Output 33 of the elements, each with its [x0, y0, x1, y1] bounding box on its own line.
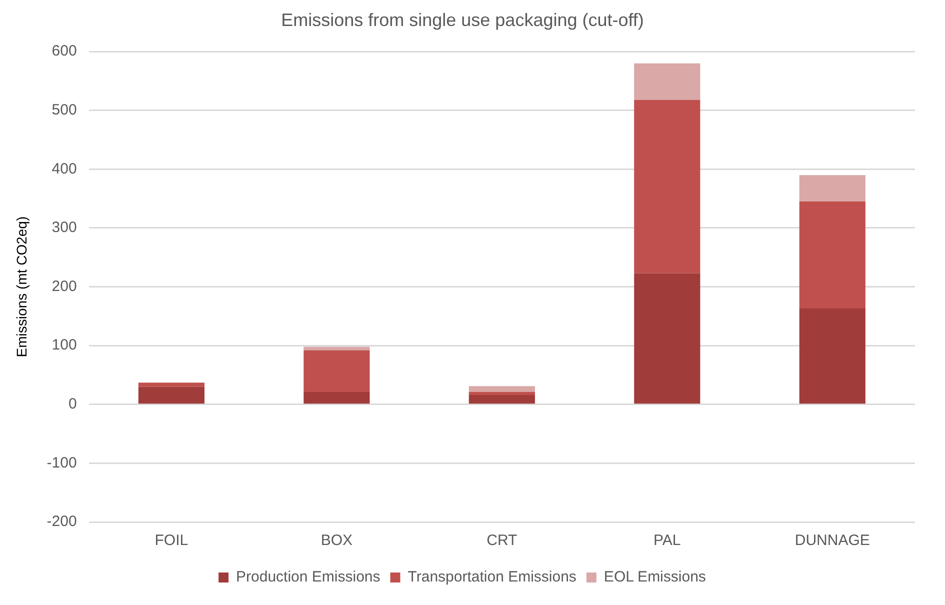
x-tick-label: BOX — [320, 532, 353, 550]
y-tick-label: -200 — [46, 513, 77, 530]
bar — [799, 308, 866, 404]
y-tick-label: 0 — [68, 396, 77, 413]
bar — [468, 392, 535, 395]
bar — [634, 63, 700, 100]
y-tick-label: 500 — [52, 102, 77, 119]
x-tick-label: CRT — [486, 532, 518, 550]
y-tick-label: 300 — [52, 219, 77, 236]
bar — [304, 346, 370, 350]
bar — [799, 202, 866, 309]
legend-label: Production Emissions — [236, 568, 380, 586]
bar — [138, 382, 204, 387]
bar — [304, 350, 370, 392]
bar — [468, 394, 535, 404]
y-tick-label: 400 — [52, 160, 77, 178]
x-tick-label: FOIL — [154, 532, 188, 550]
y-tick-label: 100 — [52, 336, 77, 354]
bar — [468, 386, 535, 392]
chart-title: Emissions from single use packaging (cut-off) — [281, 10, 644, 30]
legend-label: Transportation Emissions — [408, 568, 576, 586]
bar — [634, 273, 700, 404]
y-tick-label: 200 — [52, 278, 77, 295]
x-tick-label: PAL — [654, 532, 681, 550]
legend-label: EOL Emissions — [604, 568, 706, 586]
bar — [138, 386, 204, 404]
y-tick-label: 600 — [52, 42, 77, 60]
bar — [304, 392, 370, 404]
y-tick-label: -100 — [46, 454, 77, 472]
bar — [799, 175, 866, 202]
x-tick-label: DUNNAGE — [794, 532, 870, 550]
bar — [634, 100, 700, 274]
y-axis-title: Emissions (mt CO2eq) — [13, 216, 30, 358]
